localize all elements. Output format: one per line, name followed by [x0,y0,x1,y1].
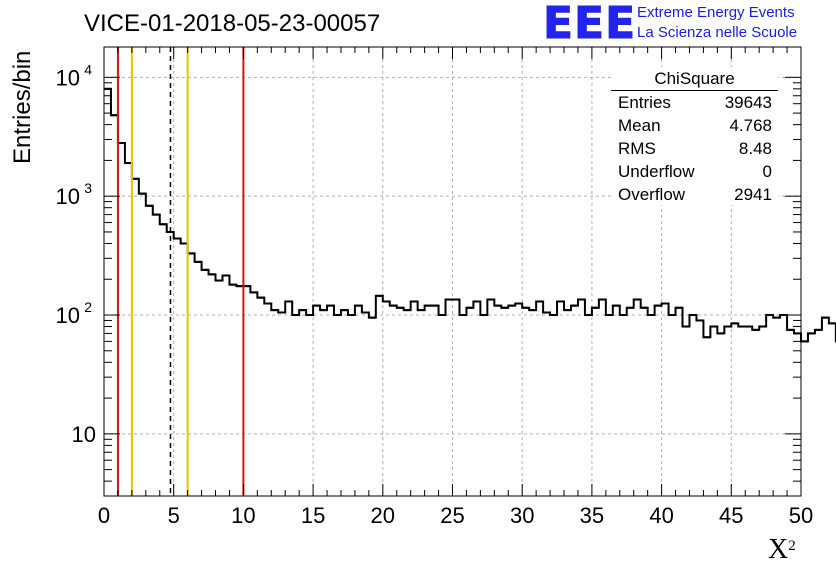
x-tick-label: 15 [301,503,325,528]
y-tick-label: 10 [56,184,80,209]
x-tick-label: 0 [98,503,110,528]
x-tick-label: 35 [580,503,604,528]
stats-key: Overflow [618,185,686,204]
x-tick-label: 40 [649,503,673,528]
x-tick-label: 25 [440,503,464,528]
x-tick-label: 20 [371,503,395,528]
stats-value: 4.768 [729,116,772,135]
x-axis-label-base: X [768,534,789,565]
x-tick-label: 50 [789,503,813,528]
reference-lines-layer [116,47,245,496]
x-tick-label: 10 [231,503,255,528]
stats-key: RMS [618,139,656,158]
stats-value: 2941 [734,185,772,204]
x-axis-label-exponent: 2 [788,538,796,554]
stats-row-underflow: Underflow 0 [618,162,772,184]
stats-value: 0 [762,162,772,181]
logo-caption-line1: Extreme Energy Events [637,4,795,21]
x-tick-label: 30 [510,503,534,528]
x-tick-label: 5 [168,503,180,528]
y-tick-label: 10 [72,422,96,447]
y-tick-label: 10 [56,303,80,328]
stats-row-entries: Entries 39643 [618,93,772,115]
logo-caption-line2: La Scienza nelle Scuole [637,24,798,41]
stats-value: 39643 [724,93,772,112]
stats-box: ChiSquare Entries 39643 Mean 4.768 RMS 8.48… [611,67,778,205]
y-tick-label-exponent: 4 [84,61,92,77]
stats-row-overflow: Overflow 2941 [618,185,772,207]
stats-key: Underflow [618,162,695,181]
y-axis-label: Entries/bin [9,50,36,164]
stats-title: ChiSquare [654,69,735,88]
stats-row-rms: RMS 8.48 [618,139,772,161]
y-tick-label-exponent: 2 [84,299,92,315]
stats-value: 8.48 [738,139,772,158]
x-axis-label: X2 [768,534,796,566]
y-tick-label: 10 [56,65,80,90]
tick-layer [103,47,802,497]
chart-title: VICE-01-2018-05-23-00057 [84,10,381,37]
y-tick-label-exponent: 3 [84,180,92,196]
x-tick-label: 45 [719,503,743,528]
stats-title-underline [611,90,778,91]
eee-logo: EEE [542,0,637,49]
stats-row-mean: Mean 4.768 [618,116,772,138]
stats-key: Entries [618,93,671,112]
stats-key: Mean [618,116,661,135]
